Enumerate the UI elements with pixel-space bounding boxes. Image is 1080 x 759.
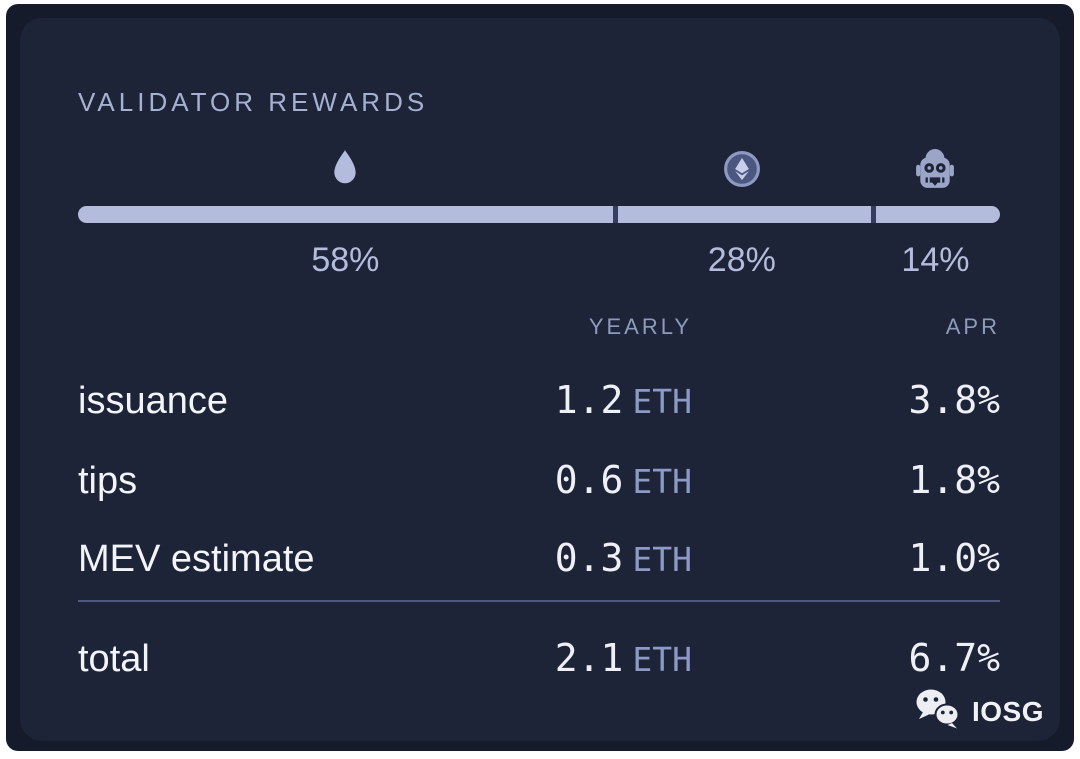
bar-segment-mev	[870, 206, 1000, 223]
yearly-amount: 0.6	[554, 458, 624, 502]
eth-unit: ETH	[632, 640, 692, 679]
table-total-row: total 2.1 ETH 6.7%	[78, 636, 1000, 681]
bar-segment-tips	[612, 206, 871, 223]
table-header-apr: APR	[945, 314, 1000, 339]
row-apr-value: 1.8%	[908, 458, 1000, 502]
robot-icon	[914, 146, 956, 192]
segment-mev-percent: 14%	[901, 241, 970, 279]
outer-frame: VALIDATOR REWARDS 58%	[6, 4, 1074, 751]
table-row: MEV estimate 0.3 ETH 1.0%	[78, 536, 1000, 581]
row-label: tips	[78, 460, 138, 502]
yearly-amount: 1.2	[554, 378, 624, 422]
segment-tips: 28%	[612, 146, 871, 280]
total-apr-value: 6.7%	[908, 636, 1000, 680]
segment-issuance-percent: 58%	[311, 241, 380, 279]
eth-unit: ETH	[632, 540, 692, 579]
eth-coin-icon	[723, 146, 761, 192]
segment-issuance: 58%	[78, 146, 613, 280]
row-apr-value: 3.8%	[908, 378, 1000, 422]
card-content: VALIDATOR REWARDS 58%	[78, 18, 1000, 741]
validator-rewards-card: VALIDATOR REWARDS 58%	[20, 18, 1060, 741]
row-apr-value: 1.0%	[908, 536, 1000, 580]
row-yearly-value: 0.3 ETH	[392, 536, 692, 580]
yearly-amount: 2.1	[554, 636, 624, 680]
watermark-label: IOSG	[971, 695, 1044, 727]
segment-tips-percent: 28%	[707, 241, 776, 279]
row-label: MEV estimate	[78, 538, 315, 580]
eth-unit: ETH	[632, 462, 692, 501]
segment-mev: 14%	[870, 146, 1000, 280]
total-yearly-value: 2.1 ETH	[392, 636, 692, 680]
total-divider	[78, 600, 1000, 602]
table-header-row: YEARLY APR	[78, 314, 1000, 340]
table-header-yearly: YEARLY	[588, 314, 692, 339]
row-yearly-value: 1.2 ETH	[392, 378, 692, 422]
total-label: total	[78, 638, 150, 680]
card-title: VALIDATOR REWARDS	[78, 87, 429, 117]
yearly-amount: 0.3	[554, 536, 624, 580]
watermark: IOSG	[914, 688, 1044, 735]
table-row: issuance 1.2 ETH 3.8%	[78, 378, 1000, 423]
table-row: tips 0.6 ETH 1.8%	[78, 458, 1000, 503]
wechat-icon	[914, 688, 962, 735]
rewards-distribution-bar: 58% 28%	[78, 146, 1000, 280]
bar-segment-issuance	[78, 206, 613, 223]
water-drop-icon	[327, 146, 363, 192]
eth-unit: ETH	[632, 382, 692, 421]
row-label: issuance	[78, 380, 228, 422]
row-yearly-value: 0.6 ETH	[392, 458, 692, 502]
